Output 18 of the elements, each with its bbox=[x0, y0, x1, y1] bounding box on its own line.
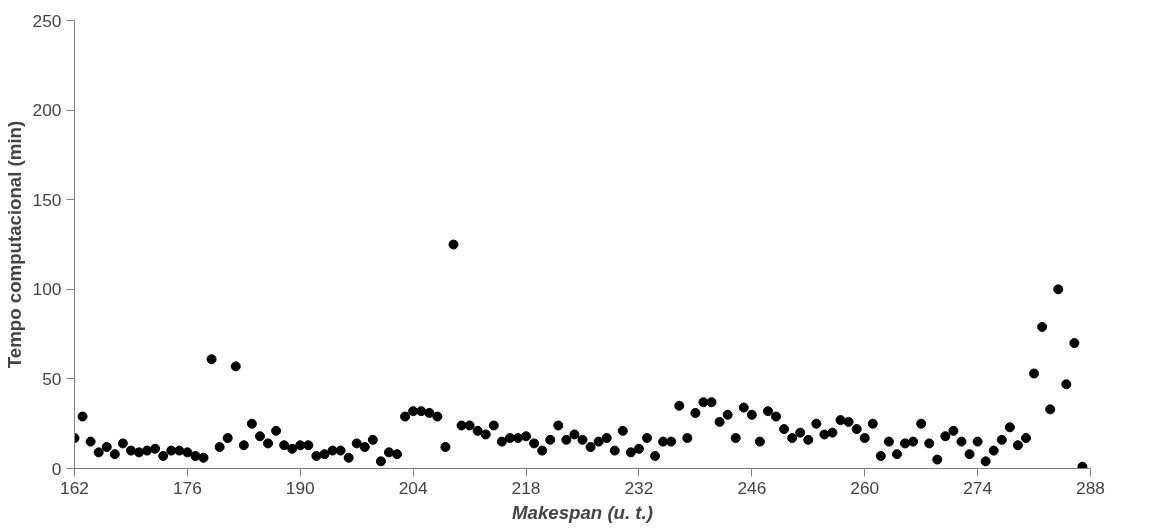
x-tick-label: 246 bbox=[737, 477, 767, 498]
y-tick-label: 50 bbox=[42, 368, 62, 389]
y-tick-label: 100 bbox=[32, 279, 62, 300]
x-axis-title: Makespan (u. t.) bbox=[512, 501, 653, 523]
x-tick-label: 274 bbox=[963, 477, 993, 498]
y-tick-label: 150 bbox=[32, 189, 62, 210]
x-tick-label: 232 bbox=[624, 477, 654, 498]
y-axis-title: Tempo computacional (min) bbox=[3, 120, 25, 369]
x-tick-label: 162 bbox=[60, 477, 89, 498]
x-tick-label: 176 bbox=[172, 477, 202, 498]
x-tick-label: 190 bbox=[285, 477, 315, 498]
x-tick-label: 288 bbox=[1076, 477, 1105, 498]
x-tick-label: 260 bbox=[850, 477, 880, 498]
y-tick-label: 200 bbox=[32, 100, 62, 121]
x-tick-label: 204 bbox=[398, 477, 428, 498]
y-tick-label: 250 bbox=[32, 10, 62, 31]
y-tick-label: 0 bbox=[51, 458, 62, 479]
x-tick-label: 218 bbox=[511, 477, 541, 498]
